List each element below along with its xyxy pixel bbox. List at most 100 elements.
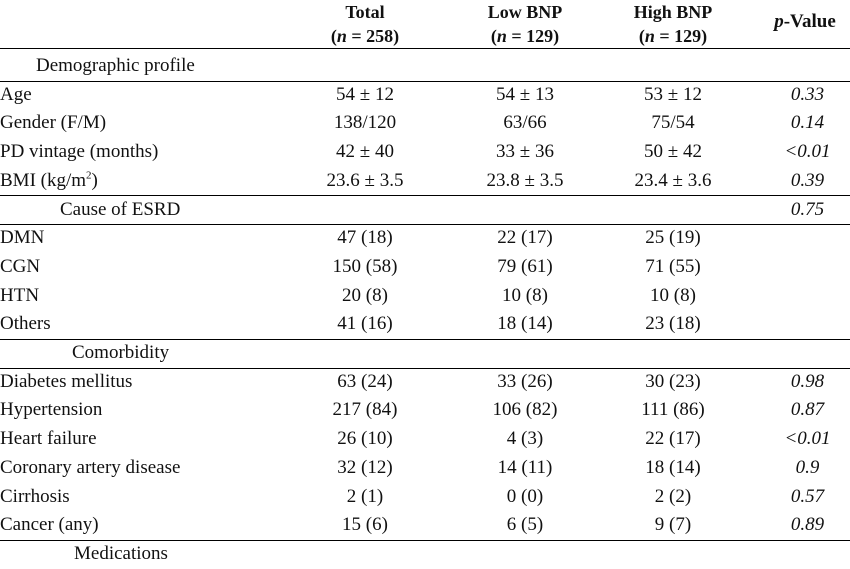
high-bnp-cell: 22 (17) [645, 428, 701, 450]
row-label: Hypertension [0, 399, 103, 421]
p-value-cell: 0.57 [790, 485, 825, 507]
column-header-high-bnp: High BNP (n = 129) [608, 0, 738, 48]
high-bnp-cell: 9 (7) [654, 514, 692, 536]
p-value-cell: <0.01 [784, 428, 831, 450]
high-bnp-cell: 18 (14) [645, 456, 701, 478]
p-value-cell: 0.89 [790, 514, 825, 536]
table-row: Cirrhosis 2 (1) 0 (0) 2 (2) 0.57 [0, 483, 850, 512]
row-label: CGN [0, 255, 41, 277]
row-label: DMN [0, 227, 45, 249]
column-header-high-bnp-label: High BNP [633, 2, 713, 22]
table-row: Coronary artery disease 32 (12) 14 (11) 18 … [0, 454, 850, 483]
low-bnp-cell: 33 ± 36 [496, 141, 554, 163]
high-bnp-cell: 53 ± 12 [644, 83, 702, 105]
table-row: BMI (kg/m2) 23.6 ± 3.5 23.8 ± 3.5 23.4 ± 3.… [0, 167, 850, 197]
table-row: Cancer (any) 15 (6) 6 (5) 9 (7) 0.89 [0, 511, 850, 541]
table-header: Total (n = 258) Low BNP (n = 129) High B… [0, 0, 850, 49]
section-label: Medications [74, 542, 168, 564]
low-bnp-cell: 18 (14) [497, 313, 553, 335]
section-label: Comorbidity [72, 342, 170, 363]
high-bnp-cell: 23.4 ± 3.6 [634, 169, 712, 191]
low-bnp-cell: 23.8 ± 3.5 [486, 169, 564, 191]
total-cell: 138/120 [333, 112, 397, 134]
section-row: Cause of ESRD 0.75 [0, 196, 850, 226]
low-bnp-cell: 63/66 [503, 112, 547, 134]
low-bnp-cell: 79 (61) [497, 255, 553, 277]
total-cell: 2 (1) [346, 485, 384, 507]
table-row: Gender (F/M) 138/120 63/66 75/54 0.14 [0, 109, 850, 138]
high-bnp-cell: 50 ± 42 [644, 141, 702, 163]
section-label: Demographic profile [36, 55, 195, 76]
high-bnp-cell: 10 (8) [650, 284, 696, 306]
total-cell: 63 (24) [337, 370, 393, 392]
column-header-total-n: (n = 258) [330, 26, 400, 46]
p-value-cell: <0.01 [784, 141, 831, 163]
total-cell: 54 ± 12 [336, 83, 394, 105]
p-value-cell: 0.9 [795, 456, 820, 478]
column-header-total-label: Total [345, 2, 385, 22]
p-value-cell: 0.39 [790, 169, 825, 191]
high-bnp-cell: 30 (23) [645, 370, 701, 392]
column-header-low-bnp-n: (n = 129) [490, 26, 560, 46]
table-row: CGN 150 (58) 79 (61) 71 (55) [0, 253, 850, 282]
p-value-cell: 0.98 [790, 370, 825, 392]
table-row: Diabetes mellitus 63 (24) 33 (26) 30 (23) 0.… [0, 368, 850, 397]
table-row: Heart failure 26 (10) 4 (3) 22 (17) <0.01 [0, 425, 850, 454]
total-cell: 15 (6) [342, 514, 388, 536]
total-cell: 32 (12) [337, 456, 393, 478]
section-row: Demographic profile [0, 52, 850, 82]
row-label: Cirrhosis [0, 485, 70, 507]
section-label: Cause of ESRD [60, 198, 181, 220]
table-row: Others 41 (16) 18 (14) 23 (18) [0, 310, 850, 340]
column-header-low-bnp-label: Low BNP [487, 2, 563, 22]
high-bnp-cell: 23 (18) [645, 313, 701, 335]
row-label: Age [0, 83, 32, 105]
low-bnp-cell: 54 ± 13 [496, 83, 554, 105]
p-value-cell: 0.33 [790, 83, 825, 105]
column-header-high-bnp-n: (n = 129) [638, 26, 708, 46]
p-value-cell: 0.14 [790, 112, 825, 134]
table-row: Hypertension 217 (84) 106 (82) 111 (86) 0.87 [0, 396, 850, 425]
row-label: HTN [0, 284, 40, 306]
p-value-cell: 0.87 [790, 399, 825, 421]
table-row: Age 54 ± 12 54 ± 13 53 ± 12 0.33 [0, 81, 850, 110]
row-label: Others [0, 313, 51, 335]
low-bnp-cell: 4 (3) [506, 428, 544, 450]
low-bnp-cell: 33 (26) [497, 370, 553, 392]
high-bnp-cell: 25 (19) [645, 227, 701, 249]
high-bnp-cell: 111 (86) [641, 399, 705, 421]
low-bnp-cell: 6 (5) [506, 514, 544, 536]
p-value-cell: 0.75 [790, 198, 825, 220]
high-bnp-cell: 2 (2) [654, 485, 692, 507]
row-label: Gender (F/M) [0, 112, 107, 134]
total-cell: 42 ± 40 [336, 141, 394, 163]
section-row: Medications [0, 540, 850, 569]
total-cell: 20 (8) [342, 284, 388, 306]
total-cell: 26 (10) [337, 428, 393, 450]
table-row: PD vintage (months) 42 ± 40 33 ± 36 50 ± 42… [0, 138, 850, 167]
total-cell: 150 (58) [332, 255, 398, 277]
section-row: Comorbidity [0, 339, 850, 369]
high-bnp-cell: 71 (55) [645, 255, 701, 277]
total-cell: 47 (18) [337, 227, 393, 249]
row-label: BMI (kg/m2) [0, 169, 98, 191]
total-cell: 217 (84) [332, 399, 398, 421]
row-label: Cancer (any) [0, 514, 99, 536]
column-header-total: Total (n = 258) [300, 0, 430, 48]
table-row: HTN 20 (8) 10 (8) 10 (8) [0, 282, 850, 311]
total-cell: 41 (16) [337, 313, 393, 335]
row-label: Diabetes mellitus [0, 370, 133, 392]
high-bnp-cell: 75/54 [651, 112, 695, 134]
total-cell: 23.6 ± 3.5 [326, 169, 404, 191]
row-label: Heart failure [0, 428, 97, 450]
column-header-p-value: p-Value [774, 11, 836, 32]
table-row: DMN 47 (18) 22 (17) 25 (19) [0, 224, 850, 253]
row-label: Coronary artery disease [0, 456, 181, 478]
column-header-low-bnp: Low BNP (n = 129) [460, 0, 590, 48]
low-bnp-cell: 14 (11) [497, 456, 553, 478]
low-bnp-cell: 10 (8) [502, 284, 548, 306]
low-bnp-cell: 0 (0) [506, 485, 544, 507]
row-label: PD vintage (months) [0, 141, 159, 163]
low-bnp-cell: 106 (82) [492, 399, 558, 421]
low-bnp-cell: 22 (17) [497, 227, 553, 249]
